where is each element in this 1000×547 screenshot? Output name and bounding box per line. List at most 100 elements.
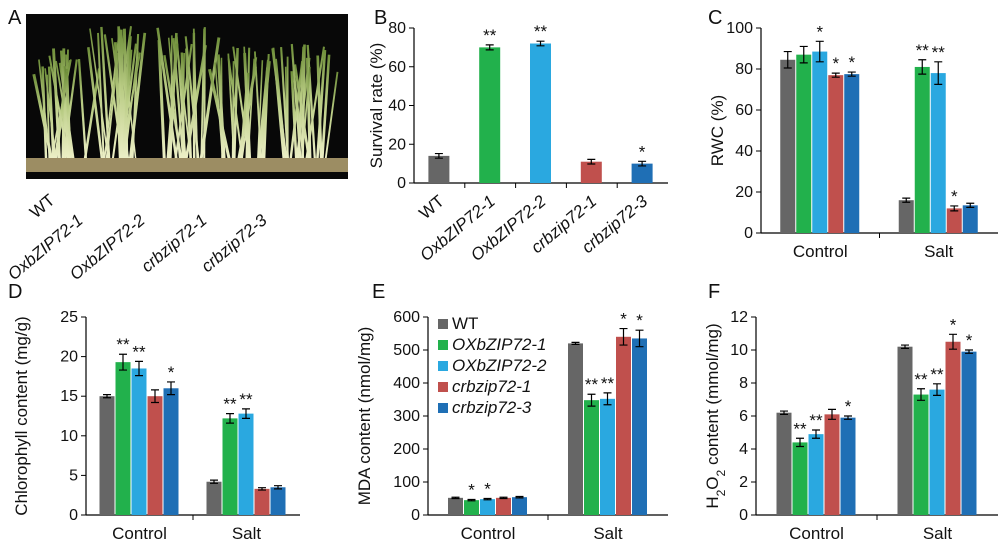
seedling-leaf xyxy=(305,57,312,161)
error-bar xyxy=(499,496,508,500)
y-tick-label: 100 xyxy=(393,474,420,491)
bar xyxy=(840,417,856,515)
error-bar xyxy=(934,61,943,85)
seedling-leaf xyxy=(316,55,323,161)
bar xyxy=(600,398,615,515)
y-tick-label: 400 xyxy=(393,375,420,392)
error-bar xyxy=(901,344,909,349)
y-tick-label: 40 xyxy=(388,98,406,115)
error-bar xyxy=(933,383,941,396)
panel-e-mda-chart: E MDA content (nmol/mg) 0 100 200 300 400 500 60… xyxy=(355,281,668,543)
y-tick-label: 40 xyxy=(735,143,753,160)
bar xyxy=(163,388,179,515)
error-bar xyxy=(515,495,524,499)
y-tick-label: 2 xyxy=(739,474,748,491)
y-tick-label: 20 xyxy=(735,184,753,201)
y-tick-label: 60 xyxy=(735,102,753,119)
seedling-leaf xyxy=(284,66,289,161)
significance-marker: ** xyxy=(601,374,615,393)
y-tick-label: 25 xyxy=(60,309,78,326)
error-bar xyxy=(638,160,647,167)
seedling-leaf xyxy=(232,47,239,161)
significance-marker: * xyxy=(816,22,823,41)
significance-marker: ** xyxy=(223,395,237,414)
significance-marker: ** xyxy=(793,419,807,438)
bar xyxy=(844,74,860,233)
error-bar xyxy=(119,353,127,371)
significance-marker: * xyxy=(951,187,958,206)
bar xyxy=(496,497,511,515)
bar xyxy=(828,75,844,234)
error-bar xyxy=(950,205,959,212)
y-tick-label: 200 xyxy=(393,441,420,458)
error-bar xyxy=(210,479,218,484)
legend-label: OXbZIP72-2 xyxy=(452,356,547,375)
bar xyxy=(464,500,479,515)
bar xyxy=(616,336,631,515)
significance-marker: ** xyxy=(239,390,253,409)
panel-label: F xyxy=(708,281,720,303)
bar xyxy=(115,362,131,515)
x-category-label: Control xyxy=(461,524,516,543)
seedling-leaf xyxy=(181,52,186,161)
significance-marker: ** xyxy=(916,41,930,60)
bar xyxy=(448,497,463,515)
seedling-leaf xyxy=(214,62,224,161)
error-bar xyxy=(135,360,143,377)
error-bar xyxy=(965,349,973,354)
legend-label: WT xyxy=(452,314,478,333)
error-bar xyxy=(151,389,159,404)
y-tick-label: 10 xyxy=(60,428,78,445)
error-bar xyxy=(167,381,175,396)
seedling-leaf xyxy=(61,66,66,161)
seedling-leaf xyxy=(257,60,264,161)
bar xyxy=(479,47,501,183)
bar xyxy=(254,488,270,515)
bar xyxy=(131,368,147,515)
x-category-label: Control xyxy=(789,524,844,543)
significance-marker: * xyxy=(168,363,175,382)
bar xyxy=(270,487,286,515)
panel-label: D xyxy=(8,281,22,303)
seedling-leaf xyxy=(320,54,331,161)
legend-swatch xyxy=(438,361,448,371)
y-tick-label: 0 xyxy=(411,507,420,524)
error-bar xyxy=(844,415,852,420)
seedling-leaf xyxy=(47,66,55,161)
error-bar xyxy=(483,497,492,501)
bar xyxy=(584,400,599,515)
error-bar xyxy=(917,388,925,401)
legend-label: crbzip72-3 xyxy=(452,398,532,417)
significance-marker: ** xyxy=(914,370,928,389)
y-tick-label: 12 xyxy=(730,309,748,326)
error-bar xyxy=(815,40,824,63)
bar xyxy=(812,51,828,234)
seedling-leaf xyxy=(52,48,61,161)
x-category-label: Salt xyxy=(924,242,954,261)
photo-label: crbzip72-3 xyxy=(198,210,271,276)
y-tick-label: 6 xyxy=(739,408,748,425)
bar xyxy=(238,413,254,515)
y-tick-label: 0 xyxy=(397,175,406,192)
seedling-leaf xyxy=(119,35,132,161)
rice-seedlings-photo xyxy=(32,26,339,161)
seedling-leaf xyxy=(131,33,140,161)
bar xyxy=(914,66,930,233)
significance-marker: ** xyxy=(132,342,146,361)
bar xyxy=(568,343,583,515)
y-tick-label: 600 xyxy=(393,309,420,326)
significance-marker: ** xyxy=(930,365,944,384)
bar xyxy=(961,351,977,515)
bar xyxy=(512,497,527,515)
ylabel-subscript: 2 xyxy=(714,469,728,476)
seedling-leaf xyxy=(166,43,179,161)
bar xyxy=(897,346,913,515)
bar xyxy=(792,442,808,515)
seedling-leaf xyxy=(231,61,235,161)
error-bar xyxy=(485,44,494,51)
error-bar xyxy=(949,333,957,350)
bar xyxy=(222,418,238,515)
y-tick-label: 0 xyxy=(69,507,78,524)
y-tick-label: 5 xyxy=(69,467,78,484)
